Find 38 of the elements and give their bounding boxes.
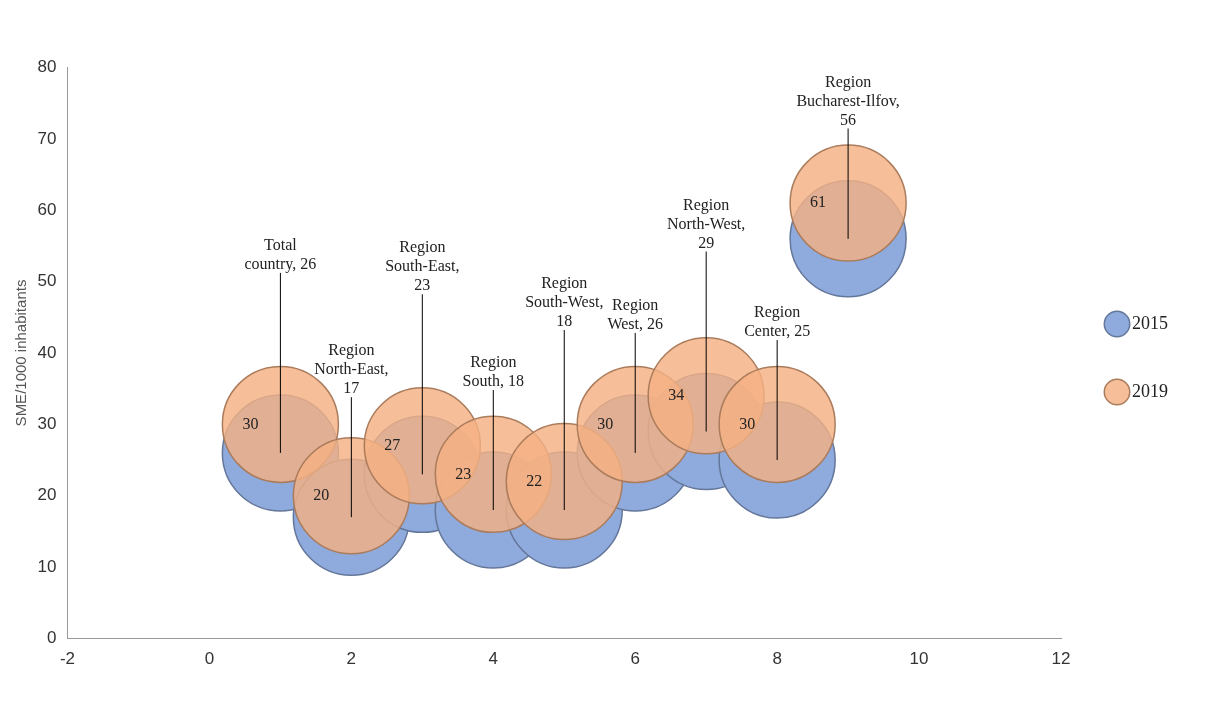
y-tick-label: 30	[37, 414, 57, 434]
data-label: 20	[313, 485, 330, 503]
y-tick-label: 10	[37, 556, 57, 576]
x-tick-label: 0	[204, 649, 215, 669]
legend-label: 2019	[1132, 380, 1168, 401]
data-label: 30	[597, 414, 614, 432]
data-label: Region South-West, 18	[525, 274, 604, 330]
y-tick-label: 40	[37, 342, 57, 362]
data-label: Region Bucharest-Ilfov, 56	[796, 72, 900, 128]
data-label: Total country, 26	[244, 235, 317, 273]
data-label: 30	[242, 414, 259, 432]
data-label: Region West, 26	[607, 295, 664, 332]
data-label: 23	[455, 464, 472, 482]
data-label: Region South, 18	[462, 353, 524, 390]
x-tick-label: 10	[909, 649, 929, 669]
data-label: 22	[526, 471, 543, 489]
data-label: 34	[668, 386, 685, 404]
y-tick-label: 20	[37, 485, 57, 505]
y-tick-label: 0	[47, 628, 57, 648]
x-tick-label: 12	[1051, 649, 1071, 669]
y-tick-label: 60	[37, 199, 57, 219]
data-label: Region North-West, 29	[667, 195, 746, 251]
x-tick-label: 4	[488, 649, 499, 669]
x-tick-label: 2	[346, 649, 357, 669]
x-tick-label: 6	[630, 649, 640, 669]
data-label: 27	[384, 435, 401, 453]
data-label: Region South-East, 23	[385, 238, 460, 294]
y-tick-label: 70	[37, 128, 57, 148]
x-tick-label: 8	[772, 649, 782, 669]
y-tick-label: 50	[37, 271, 57, 291]
data-label: 61	[810, 193, 827, 211]
y-tick-label: 80	[37, 57, 57, 77]
data-label: Region Center, 25	[744, 303, 811, 340]
legend-label: 2015	[1132, 312, 1168, 333]
data-label: 30	[739, 414, 756, 432]
data-label: Region North-East, 17	[314, 341, 389, 397]
y-axis-title: SME/1000 inhabitants	[11, 279, 29, 427]
x-tick-label: -2	[59, 649, 76, 669]
